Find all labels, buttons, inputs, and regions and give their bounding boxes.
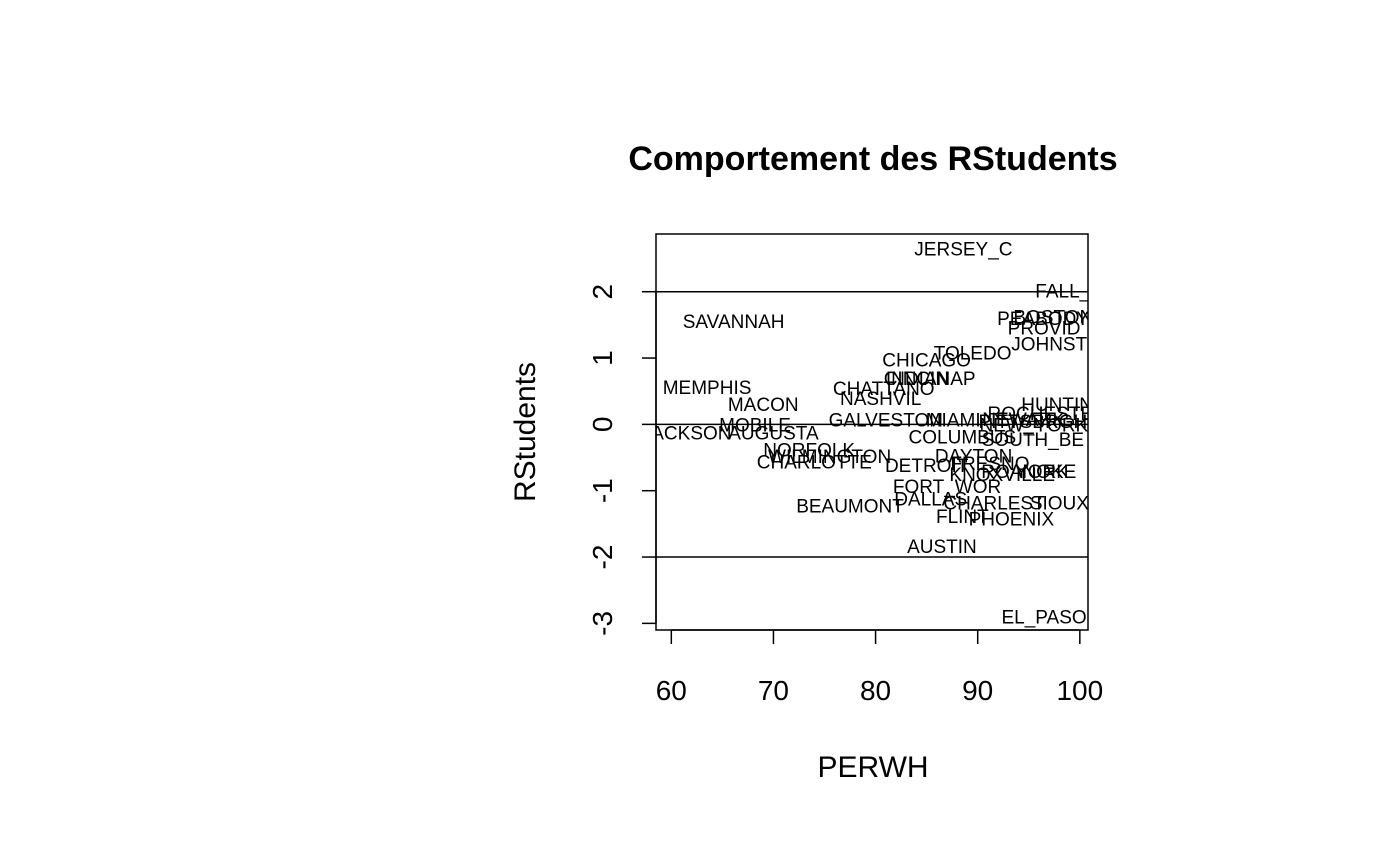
- point-label: MIAMI: [926, 411, 981, 432]
- point-label: NASHVIL: [840, 389, 921, 410]
- point-label: TOLEDO: [934, 344, 1012, 365]
- x-tick-label: 70: [758, 675, 789, 706]
- point-label: FALL_R: [1035, 281, 1104, 302]
- point-label: PITTSBRGH: [978, 412, 1087, 433]
- point-label: GALVESTON: [829, 411, 943, 432]
- point-label: CHATTANO: [833, 379, 935, 400]
- point-label: DALLAS: [894, 490, 967, 511]
- point-label: FORT_WOR: [893, 477, 1001, 498]
- point-label: HUNTING: [1021, 395, 1108, 416]
- point-label: MOBILE: [719, 415, 791, 436]
- point-label: KNOXVILLE: [949, 465, 1055, 486]
- y-tick-label: -3: [587, 611, 618, 636]
- point-label: SIOUX: [1030, 494, 1089, 515]
- chart-title: Comportement des RStudents: [628, 140, 1117, 178]
- point-label: JERSEY_C: [914, 240, 1012, 261]
- point-label: INDIANAP: [886, 369, 976, 390]
- y-tick-label: 2: [587, 284, 618, 300]
- point-label: YORK: [1015, 462, 1069, 483]
- point-label: PEABODY: [997, 309, 1089, 330]
- point-label: BOSTON: [1013, 307, 1093, 328]
- point-label: BEAUMONT: [796, 496, 904, 517]
- x-tick-label: 60: [656, 675, 687, 706]
- point-label: JACKSON: [642, 423, 732, 444]
- point-label: WILMINGTON: [768, 447, 891, 468]
- point-label: AUSTIN: [907, 537, 977, 558]
- point-label: CHARLEST: [943, 494, 1045, 515]
- x-tick-label: 80: [860, 675, 891, 706]
- point-label: SAVANNAH: [683, 312, 785, 333]
- point-label: ROANOKE: [981, 462, 1076, 483]
- x-tick-label: 90: [962, 675, 993, 706]
- x-axis-label: PERWH: [817, 751, 928, 784]
- point-label: COLUMBUS: [909, 427, 1017, 448]
- point-label: SOUTH_BE: [982, 430, 1084, 451]
- y-tick-label: 0: [587, 417, 618, 433]
- y-axis: -3 -2 -1 0 1 2: [587, 284, 657, 636]
- point-label: PHOENIX: [969, 510, 1055, 531]
- y-tick-label: -2: [587, 545, 618, 570]
- point-label: NEWARK: [982, 410, 1065, 431]
- point-label: MEMPHIS: [663, 378, 752, 399]
- point-label: AUGUSTA: [728, 423, 819, 444]
- point-label: PROVID: [1008, 319, 1081, 340]
- y-tick-label: -1: [587, 478, 618, 503]
- point-label: EL_PASO: [1001, 608, 1086, 629]
- reference-lines: [656, 290, 1088, 558]
- point-label: DAYTON: [935, 447, 1012, 468]
- point-label: DETROIT: [885, 456, 969, 477]
- point-label: CHARLOTTE: [757, 453, 872, 474]
- point-label: NORFOLK: [763, 441, 855, 462]
- x-tick-label: 100: [1056, 675, 1103, 706]
- point-labels: JERSEY_C FALL_R SAVANNAH BOSTONPEABODYPROVI…: [642, 240, 1108, 629]
- point-label: NEW_YORK: [979, 415, 1088, 436]
- point-label: JOHNST: [1011, 334, 1087, 355]
- point-label: FLINT: [936, 507, 989, 528]
- y-axis-label: RStudents: [509, 362, 542, 502]
- point-label: FRESNO: [950, 454, 1029, 475]
- point-label: CHICAGO: [882, 350, 971, 371]
- point-label: CINCIN: [884, 369, 949, 390]
- point-label: ROCHESTER: [988, 404, 1107, 425]
- x-axis: 60 70 80 90 100: [656, 629, 1103, 706]
- point-label: MACON: [728, 395, 799, 416]
- y-tick-label: 1: [587, 350, 618, 366]
